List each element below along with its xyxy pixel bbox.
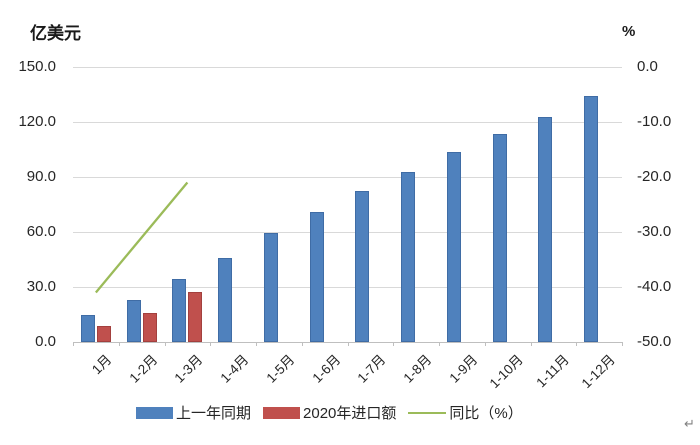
bar-2020-import-2	[188, 291, 203, 342]
bar-prev-year-5	[309, 211, 324, 342]
legend-label-prev-year: 上一年同期	[176, 405, 252, 422]
import-2020-swatch-icon	[263, 406, 301, 419]
x-axis-tick	[576, 342, 578, 346]
bar-prev-year-1	[126, 299, 141, 342]
x-axis-label-1: 1-2月	[126, 351, 161, 386]
right-axis-tick-label: 0.0	[637, 58, 658, 75]
x-axis-label-5: 1-6月	[309, 351, 344, 386]
x-axis-label-0: 1月	[88, 351, 115, 378]
legend-label-yoy: 同比（%）	[449, 405, 523, 422]
right-axis-tick-label: -10.0	[637, 113, 672, 130]
right-axis-unit-label: %	[622, 23, 636, 40]
bar-prev-year-6	[355, 190, 370, 342]
gridline	[73, 177, 622, 178]
left-axis-tick-label: 90.0	[26, 168, 56, 185]
bar-prev-year-2	[172, 278, 187, 342]
prev-year-swatch-icon	[136, 406, 173, 419]
x-axis-label-2: 1-3月	[171, 351, 206, 386]
x-axis-tick	[484, 342, 486, 346]
gridline	[73, 67, 622, 68]
bar-prev-year-4	[263, 232, 278, 342]
bar-2020-import-0	[96, 325, 111, 342]
x-axis-tick	[164, 342, 166, 346]
x-axis-label-11: 1-12月	[578, 351, 618, 392]
left-axis-tick-label: 0.0	[35, 333, 56, 350]
legend-item-2020-import: 2020年进口额	[263, 402, 396, 423]
x-axis-tick	[393, 342, 395, 346]
right-axis-tick-label: -50.0	[637, 333, 672, 350]
x-axis-label-10: 1-11月	[533, 351, 572, 391]
x-axis-tick	[210, 342, 212, 346]
legend-item-yoy: 同比（%）	[408, 402, 523, 423]
left-axis-tick-label: 60.0	[26, 223, 56, 240]
bar-prev-year-9	[492, 133, 507, 342]
right-axis-tick-label: -20.0	[637, 168, 672, 185]
x-axis-tick	[622, 342, 623, 346]
left-axis-tick-label: 120.0	[18, 113, 56, 130]
x-axis-label-8: 1-9月	[446, 351, 481, 386]
x-axis-label-7: 1-8月	[400, 351, 435, 386]
yoy-line	[94, 181, 189, 294]
right-axis-tick-label: -40.0	[637, 278, 672, 295]
left-axis-tick-label: 150.0	[18, 58, 56, 75]
x-axis-label-3: 1-4月	[217, 351, 252, 386]
x-axis-label-4: 1-5月	[263, 351, 298, 386]
gridline	[73, 232, 622, 233]
x-axis-label-6: 1-7月	[354, 351, 389, 386]
return-mark-icon: ↵	[684, 416, 695, 431]
right-axis-tick-label: -30.0	[637, 223, 672, 240]
bar-prev-year-3	[218, 257, 233, 342]
bar-prev-year-11	[584, 96, 599, 342]
gridline	[73, 122, 622, 123]
legend-item-prev-year: 上一年同期	[136, 402, 251, 423]
x-axis-tick	[301, 342, 303, 346]
bar-prev-year-10	[538, 116, 553, 342]
x-axis-label-9: 1-10月	[486, 351, 527, 392]
bar-prev-year-0	[80, 315, 95, 342]
x-axis-tick	[347, 342, 349, 346]
left-axis-unit-label: 亿美元	[30, 24, 81, 43]
legend: 上一年同期 2020年进口额 同比（%）	[136, 402, 523, 423]
bar-2020-import-1	[142, 312, 157, 342]
legend-label-2020-import: 2020年进口额	[303, 405, 397, 422]
x-axis-tick	[530, 342, 532, 346]
x-axis-tick	[73, 342, 74, 346]
yoy-line-chart	[94, 181, 189, 294]
x-axis-tick	[118, 342, 120, 346]
x-axis-tick	[439, 342, 440, 346]
bar-prev-year-7	[401, 171, 416, 342]
yoy-line-swatch-icon	[408, 411, 447, 414]
gridline	[73, 287, 622, 288]
x-axis-tick	[256, 342, 257, 346]
left-axis-tick-label: 30.0	[26, 278, 56, 295]
bar-prev-year-8	[446, 152, 461, 342]
